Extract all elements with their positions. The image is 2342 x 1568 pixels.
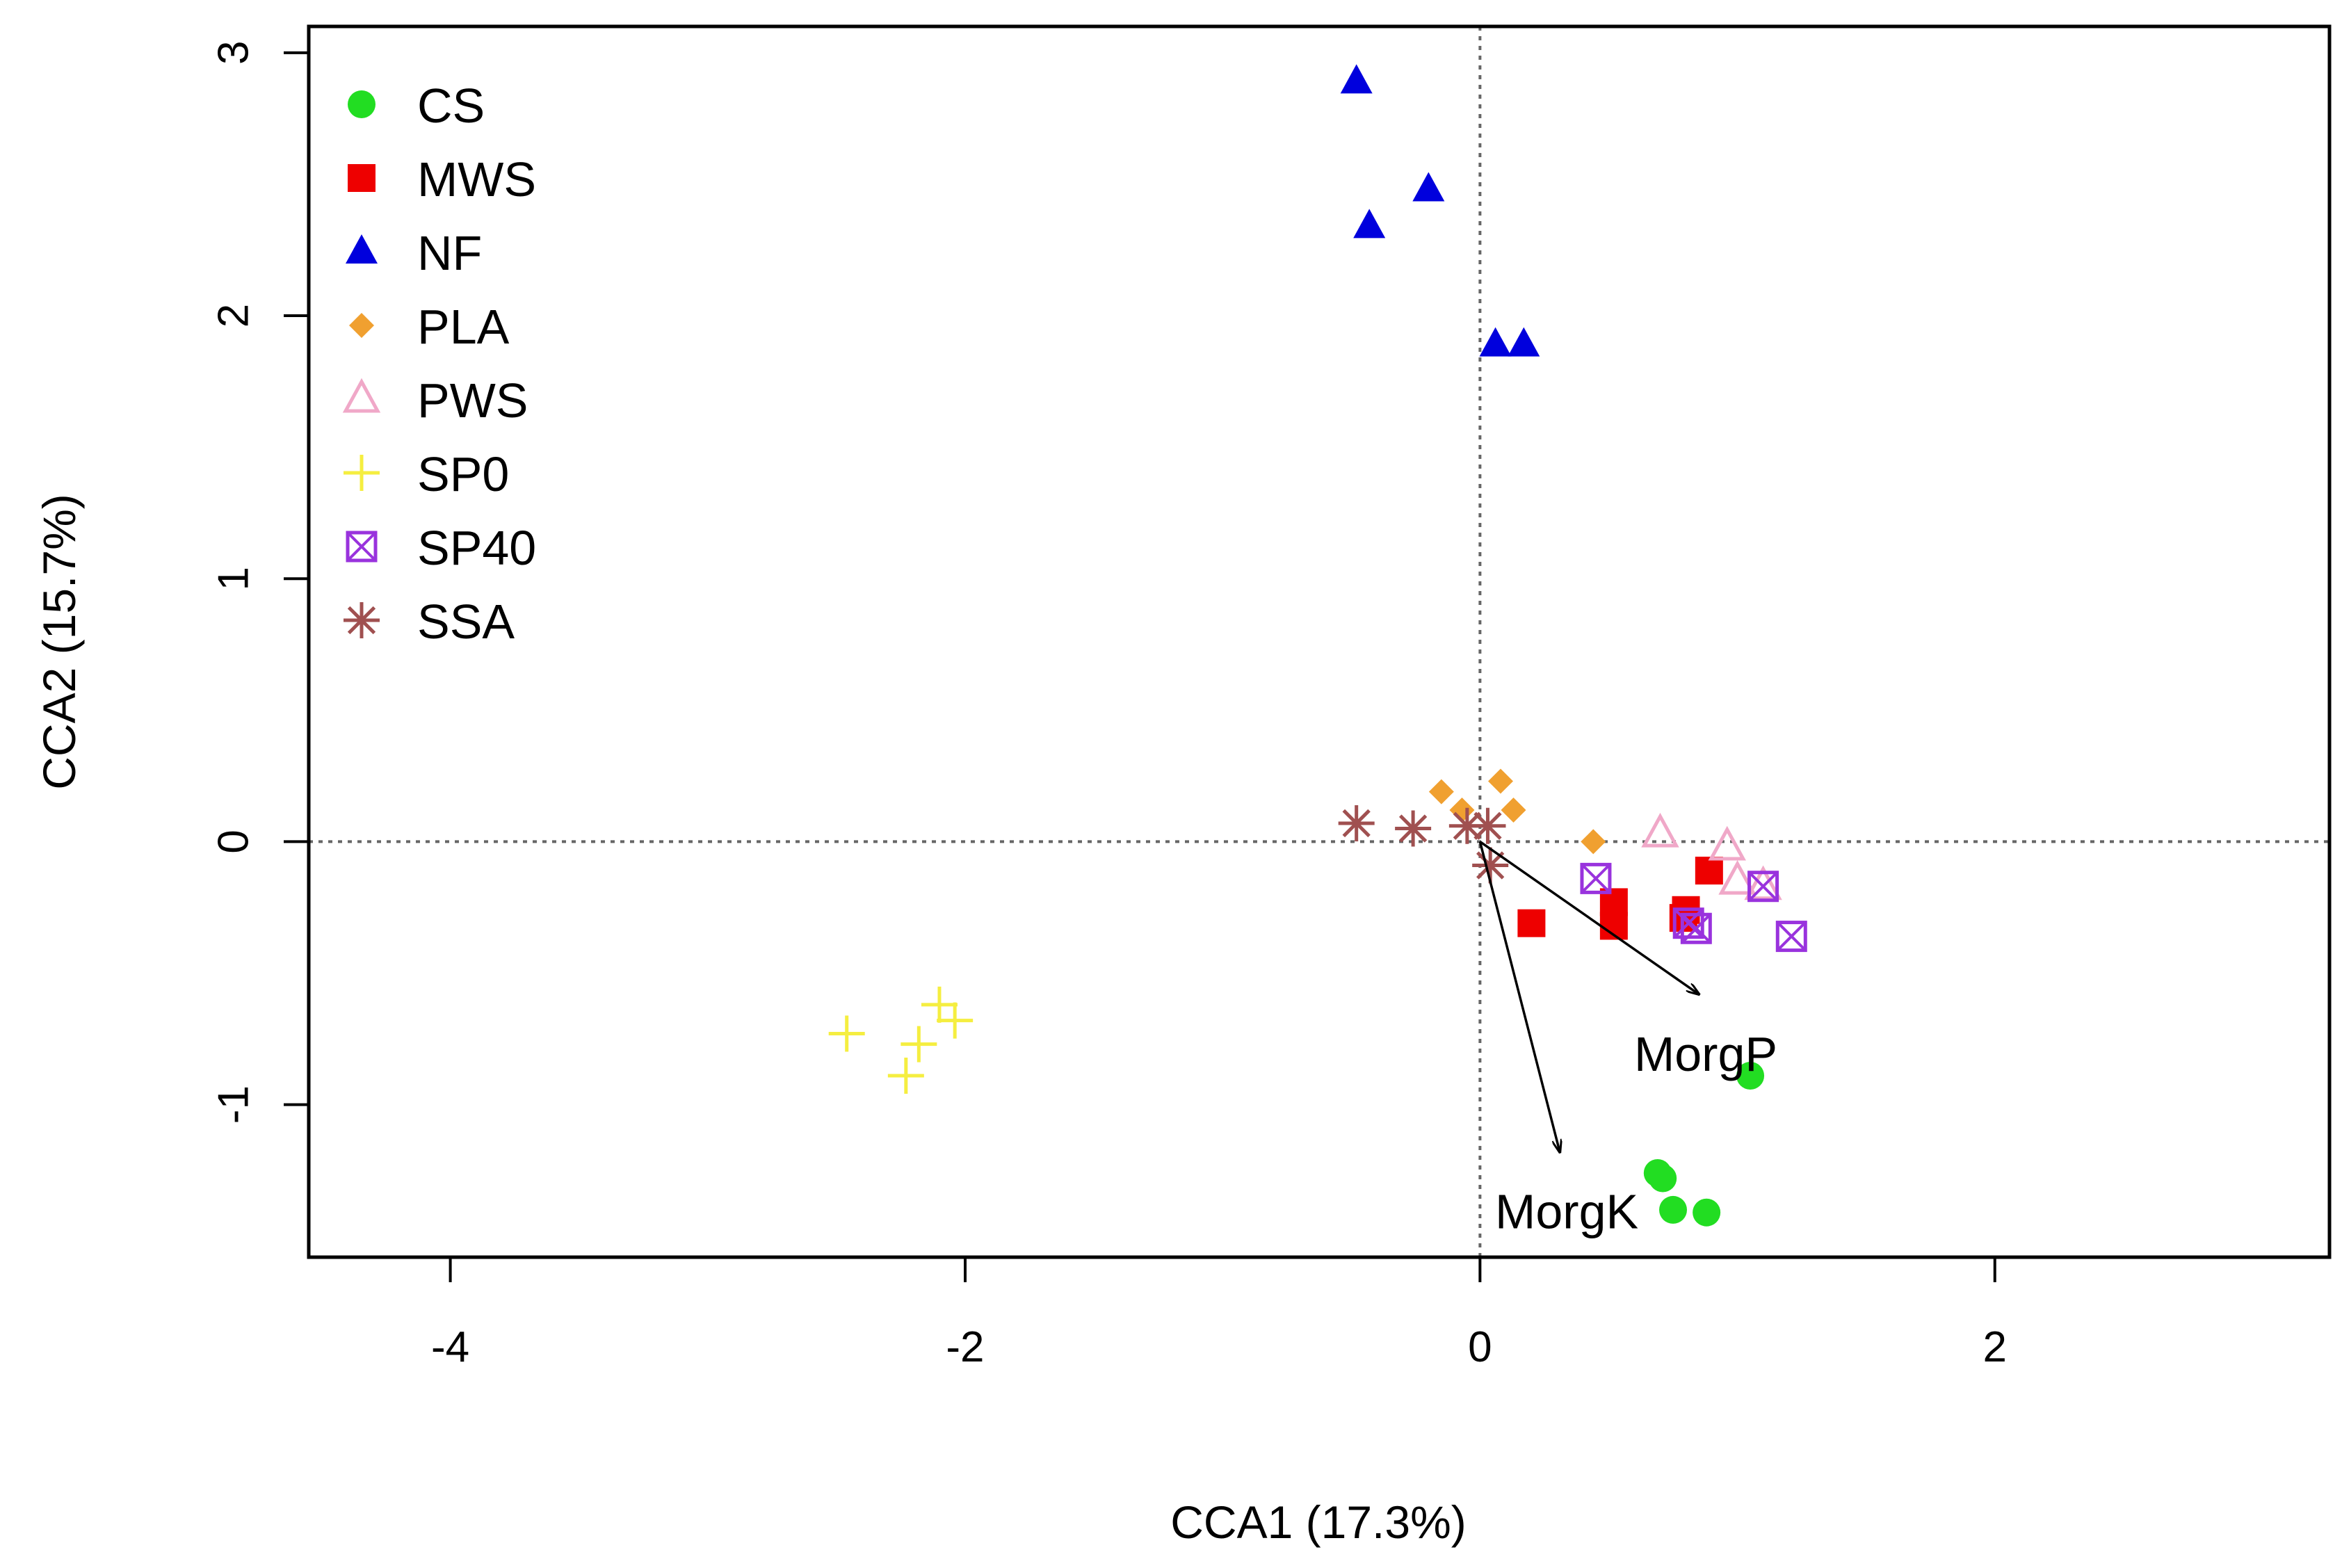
legend-label: NF [417,226,482,280]
point-sp0 [901,1026,937,1062]
legend-item-ssa: SSA [344,595,515,649]
point-ssa [1395,810,1432,847]
x-tick-label: 0 [1468,1323,1492,1371]
point-pla [1501,798,1526,823]
vector-arrow [1479,841,1699,994]
legend-marker-nf [346,234,378,264]
legend-label: SP40 [417,521,536,575]
y-axis-title: CCA2 (15.7%) [33,494,85,790]
series-cs [1643,1062,1765,1227]
x-tick-label: -4 [431,1323,469,1371]
series-pws [1641,812,1782,900]
y-tick-label: 2 [210,304,258,328]
series-sp0 [828,986,974,1094]
point-cs [1659,1195,1688,1224]
x-tick-label: 2 [1983,1323,2007,1371]
legend-label: MWS [417,152,536,207]
point-sp40 [1775,921,1807,953]
point-pws [1641,812,1679,848]
legend-marker-sp0 [344,455,380,491]
point-pws [1718,859,1756,895]
point-mws [1517,909,1546,937]
vector-morgk: MorgK [1478,841,1638,1239]
point-pws [1708,825,1746,861]
series-nf [1340,64,1540,357]
legend-item-sp40: SP40 [346,521,536,575]
point-sp0 [937,1002,974,1039]
point-ssa [1469,807,1506,844]
legend-item-cs: CS [348,79,485,133]
legend-item-pws: PWS [342,373,528,428]
legend-label: SSA [417,595,515,649]
vector-label: MorgP [1634,1027,1777,1081]
legend-label: SP0 [417,447,509,501]
legend-marker-cs [348,90,375,118]
point-cs [1736,1062,1765,1090]
point-nf [1479,327,1512,357]
point-pla [1581,829,1606,855]
legend-marker-pla [349,313,374,338]
legend-label: PWS [417,373,528,428]
legend-item-pla: PLA [349,300,510,354]
y-tick-label: -1 [210,1085,258,1124]
legend-label: CS [417,79,485,133]
point-sp0 [828,1015,865,1052]
vector-arrow [1478,841,1560,1151]
legend-marker-ssa [344,602,380,638]
point-ssa [1448,807,1485,844]
point-sp40 [1747,871,1779,903]
vector-morgp: MorgP [1479,841,1777,1081]
series-sp40 [1580,862,1807,953]
point-cs [1649,1164,1677,1193]
legend-marker-sp40 [346,531,378,563]
legend-item-sp0: SP0 [344,447,509,501]
x-axis-title: CCA1 (17.3%) [1170,1496,1467,1548]
point-nf [1508,327,1540,357]
y-tick-label: 0 [210,830,258,853]
point-nf [1353,209,1386,239]
point-pla [1487,768,1513,794]
legend-marker-mws [348,164,375,192]
plot-frame [307,24,2332,1259]
vector-label: MorgK [1495,1185,1638,1239]
point-nf [1412,172,1445,202]
legend: CS MWS NF PLA PWS SP0 SP40 SSA [342,79,536,649]
point-nf [1340,64,1373,94]
point-pla [1428,779,1454,805]
point-sp40 [1680,912,1712,944]
point-sp0 [921,986,958,1023]
legend-item-nf: NF [346,226,482,280]
y-tick-label: 3 [210,41,258,65]
legend-marker-pws [342,378,381,413]
y-tick-label: 1 [210,567,258,590]
point-mws [1695,857,1723,885]
legend-item-mws: MWS [348,152,536,207]
legend-label: PLA [417,300,510,354]
point-sp40 [1580,862,1612,894]
point-pws [1744,865,1782,900]
point-sp0 [887,1058,924,1094]
x-tick-label: -2 [946,1323,984,1371]
point-cs [1693,1198,1721,1227]
point-ssa [1338,805,1375,841]
